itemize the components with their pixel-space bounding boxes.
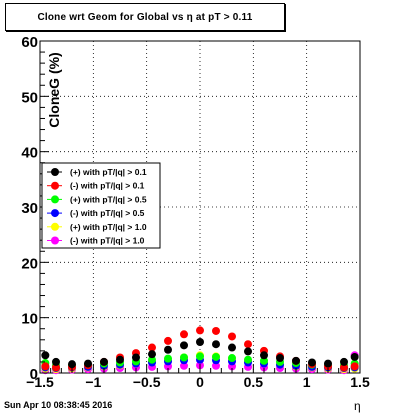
data-point: [84, 359, 92, 368]
data-point: [148, 343, 156, 352]
y-tick-label: 60: [21, 34, 38, 51]
y-tick-label: 30: [21, 200, 38, 217]
data-point: [132, 353, 140, 362]
legend-marker: [51, 168, 59, 176]
x-tick-label: 1.5: [350, 374, 370, 390]
legend-box: [41, 162, 161, 249]
data-point: [52, 363, 60, 372]
data-point: [164, 354, 172, 363]
data-point: [164, 345, 172, 354]
chart-title: Clone wrt Geom for Global vs η at pT > 0…: [5, 3, 285, 31]
legend-label: (-) with pT/|q| > 0.5: [70, 208, 145, 218]
data-point: [196, 352, 204, 361]
axes: −1.5 −1 −0.5 0 0.5 1 1.5 0 10 20 30 40 50 60: [21, 34, 370, 390]
chart-title-text: Clone wrt Geom for Global vs η at pT > 0…: [37, 11, 253, 23]
data-point: [41, 362, 50, 371]
data-point: [196, 338, 204, 347]
legend-marker: [51, 209, 59, 218]
data-point: [116, 355, 124, 364]
data-point: [68, 360, 76, 369]
data-point: [148, 355, 156, 364]
y-tick-label: 20: [21, 255, 38, 272]
data-point: [260, 356, 268, 365]
data-point: [212, 361, 220, 370]
legend-label: (+) with pT/|q| > 0.5: [70, 194, 147, 204]
y-tick-label: 0: [30, 366, 38, 383]
data-point: [164, 336, 172, 345]
grid: [40, 41, 360, 373]
data-point: [244, 347, 252, 356]
x-tick-label: 1: [303, 374, 311, 390]
x-tick-label: 0: [196, 374, 204, 390]
data-point: [228, 354, 236, 363]
legend: (+) with pT/|q| > 0.1 (-) with pT/|q| > 0…: [41, 162, 161, 249]
data-point: [228, 332, 236, 341]
data-point: [324, 359, 332, 368]
data-point: [350, 352, 359, 361]
data-point: [350, 362, 359, 371]
data-point: [180, 330, 188, 339]
data-point: [148, 350, 156, 359]
data-point: [228, 343, 236, 352]
x-tick-label: 0.5: [244, 374, 264, 390]
legend-label: (+) with pT/|q| > 0.1: [70, 167, 147, 177]
y-axis-label: CloneG (%): [46, 52, 62, 127]
y-tick-label: 50: [21, 89, 38, 106]
data-point: [180, 353, 188, 362]
data-point: [340, 357, 348, 366]
legend-marker: [51, 236, 59, 245]
data-point: [244, 340, 252, 349]
x-tick-label: −1: [85, 374, 101, 390]
legend-marker: [51, 195, 59, 204]
data-point: [180, 361, 188, 370]
data-point: [276, 354, 284, 363]
y-tick-label: 10: [21, 311, 38, 328]
legend-label: (-) with pT/|q| > 0.1: [70, 181, 145, 191]
data-point: [212, 352, 220, 361]
data-points: [41, 326, 359, 375]
x-tick-label: −1.5: [26, 374, 54, 390]
legend-marker: [51, 222, 59, 231]
data-point: [340, 363, 348, 372]
legend-label: (-) with pT/|q| > 1.0: [70, 236, 145, 246]
data-point: [212, 340, 220, 349]
data-point: [292, 356, 300, 365]
legend-label: (+) with pT/|q| > 1.0: [70, 222, 147, 232]
x-tick-label: −0.5: [133, 374, 161, 390]
data-point: [180, 341, 188, 350]
data-point: [41, 351, 50, 360]
data-point: [308, 358, 316, 367]
data-point: [100, 357, 108, 366]
y-tick-label: 40: [21, 145, 38, 162]
x-axis-label: η: [354, 399, 361, 413]
timestamp-footer: Sun Apr 10 08:38:45 2016: [4, 400, 113, 410]
data-point: [52, 357, 60, 366]
data-point: [244, 355, 252, 364]
legend-marker: [51, 181, 59, 190]
data-point: [212, 326, 220, 335]
data-point: [260, 351, 268, 360]
data-point: [196, 326, 204, 335]
